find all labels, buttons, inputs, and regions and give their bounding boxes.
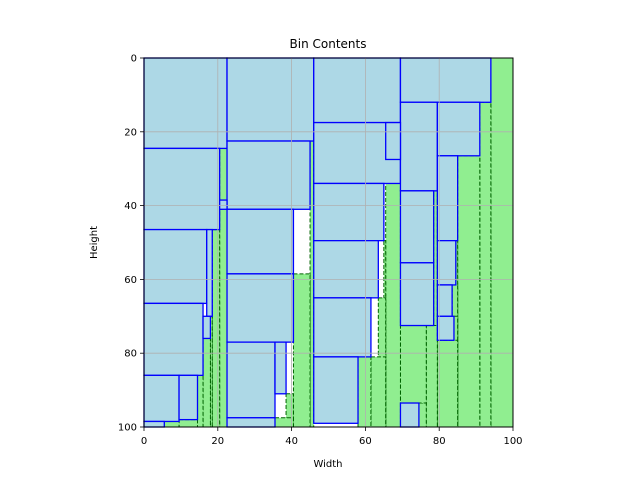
placed-item-rect (226, 208, 295, 275)
placed-item-rect (178, 374, 199, 421)
y-tick-label: 0 (131, 54, 137, 65)
placed-item-rect (399, 262, 435, 327)
y-tick-label: 20 (124, 127, 137, 138)
placed-item-rect (399, 402, 420, 428)
placed-item-rect (143, 374, 180, 423)
placed-item-rect (226, 273, 295, 343)
x-tick-label: 100 (503, 436, 522, 447)
free-space-rect (425, 325, 438, 428)
x-axis-label: Width (313, 459, 342, 470)
free-space-rect (219, 208, 228, 428)
free-space-rect (399, 325, 427, 404)
placed-item-rect (143, 57, 228, 150)
placed-item-rect (226, 140, 311, 210)
free-space-rect (370, 356, 387, 428)
placed-item-rect (226, 57, 315, 142)
placed-item-rect (206, 228, 213, 317)
placed-item-rect (143, 420, 165, 428)
free-space-rect (211, 229, 221, 428)
free-space-rect (202, 337, 211, 428)
free-space-rect (418, 402, 427, 428)
placed-item-rect (143, 147, 221, 231)
placed-item-rect (143, 302, 204, 376)
placed-item-rect (399, 101, 439, 192)
placed-item-rect (399, 190, 435, 264)
placed-item-rect (313, 182, 385, 242)
plot-frame (143, 57, 514, 428)
placed-item-rect (202, 315, 212, 340)
x-tick-label: 60 (359, 436, 372, 447)
y-tick-label: 60 (124, 275, 137, 286)
free-space-rect (357, 356, 372, 428)
chart-title: Bin Contents (290, 37, 367, 51)
x-tick-label: 80 (433, 436, 446, 447)
placed-item-rect (143, 228, 208, 305)
x-tick-label: 40 (285, 436, 298, 447)
placed-item-rect (313, 297, 372, 358)
placed-item-rect (226, 417, 276, 428)
placed-item-rect (436, 155, 459, 242)
x-tick-label: 0 (141, 436, 147, 447)
placed-item-rect (436, 101, 481, 157)
placed-item-rect (313, 240, 379, 299)
y-tick-label: 100 (118, 423, 137, 434)
y-axis-label: Height (89, 226, 100, 259)
placed-item-rect (399, 57, 492, 103)
free-space-rect (274, 417, 294, 428)
y-tick-label: 80 (124, 349, 137, 360)
placed-item-rect (313, 57, 402, 124)
free-space-rect (197, 374, 204, 428)
free-space-rect (219, 140, 228, 201)
x-axis-ticks: 0 20 40 60 80 100 (141, 427, 523, 447)
free-space-rect (457, 155, 481, 428)
placed-item-rect (436, 240, 457, 286)
placed-item-rect (218, 199, 228, 210)
free-space-rect (479, 101, 492, 428)
placed-items-layer (143, 57, 492, 428)
free-space-rect (292, 273, 311, 428)
y-axis-ticks: 0 20 40 60 80 100 (118, 54, 144, 434)
plot-area (143, 57, 514, 428)
free-space-rect (385, 158, 401, 428)
y-tick-label: 40 (124, 201, 137, 212)
x-tick-label: 20 (211, 436, 224, 447)
placed-item-rect (436, 315, 455, 341)
free-space-rect (490, 57, 514, 428)
placed-item-rect (313, 356, 359, 424)
placed-item-rect (274, 341, 287, 395)
free-space-rect (178, 419, 199, 428)
free-space-rect (163, 420, 180, 428)
placed-item-rect (385, 121, 402, 161)
